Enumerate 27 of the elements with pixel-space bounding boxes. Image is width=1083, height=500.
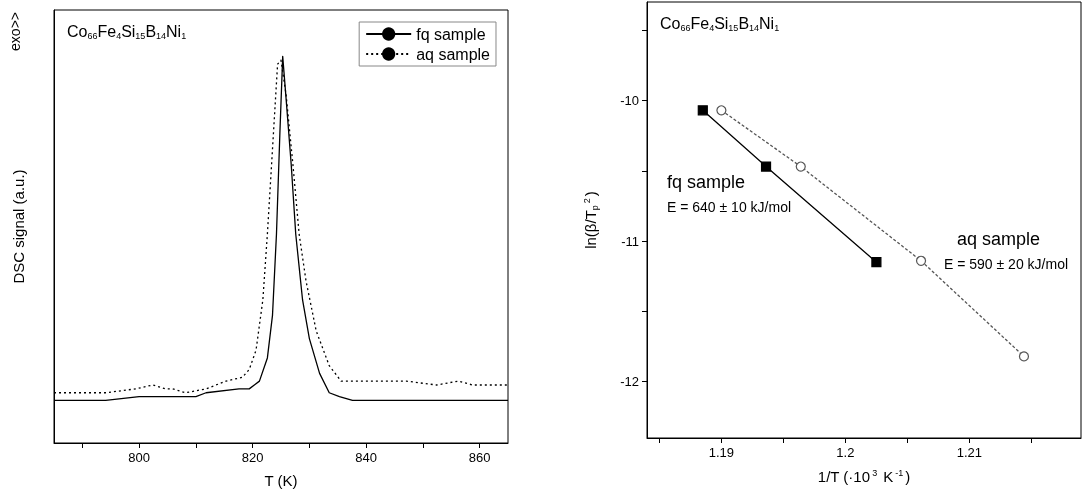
y-axis-title: ln(β/Tp2)	[581, 191, 600, 249]
point	[795, 161, 806, 172]
annotation: E = 640 ± 10 kJ/mol	[667, 199, 792, 215]
x-tick-label: 820	[241, 450, 264, 465]
y-tick-label: -11	[621, 233, 639, 249]
annotation: E = 590 ± 20 kJ/mol	[944, 256, 1069, 272]
y-tick-label: -12	[620, 374, 639, 390]
series-label: fq sample	[667, 172, 746, 192]
legend-label: aq sample	[416, 45, 491, 63]
text: exo>>	[7, 11, 23, 51]
point	[871, 257, 882, 268]
x-tick-label: 860	[468, 450, 491, 465]
point	[760, 161, 772, 172]
x-tick-label: 1.2	[836, 445, 855, 460]
x-tick-label: 840	[355, 450, 377, 465]
point	[697, 105, 708, 116]
x-tick-label: 800	[128, 450, 150, 465]
y-axis-title: DSC signal (a.u.)	[10, 169, 27, 284]
point	[915, 255, 927, 266]
x-tick-label: 1.21	[956, 445, 983, 460]
point	[716, 105, 727, 116]
point	[1018, 351, 1030, 362]
y-tick-label: -10	[620, 92, 639, 108]
x-tick-label: 1.19	[708, 445, 735, 460]
legend-label: fq sample	[416, 25, 486, 43]
series-label: aq sample	[957, 229, 1041, 249]
x-axis-title: T (K)	[264, 472, 298, 489]
